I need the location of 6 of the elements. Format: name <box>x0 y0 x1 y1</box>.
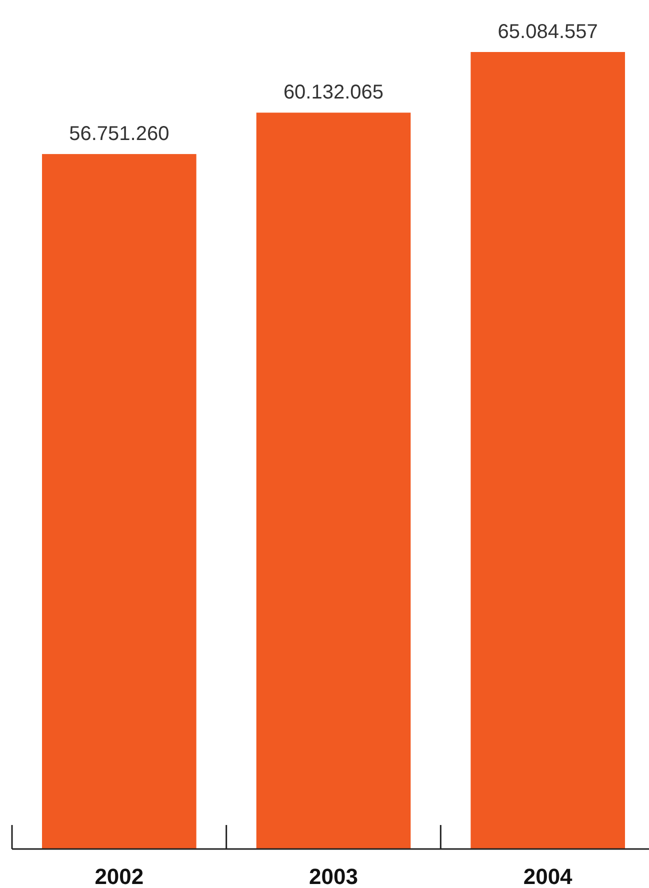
x-tick-label: 2004 <box>523 864 574 888</box>
data-label: 60.132.065 <box>283 82 384 104</box>
data-label: 56.751.260 <box>69 123 170 146</box>
data-label: 65.084.557 <box>498 21 598 43</box>
x-tick-label: 2003 <box>309 864 358 888</box>
x-tick-label: 2002 <box>94 864 144 888</box>
